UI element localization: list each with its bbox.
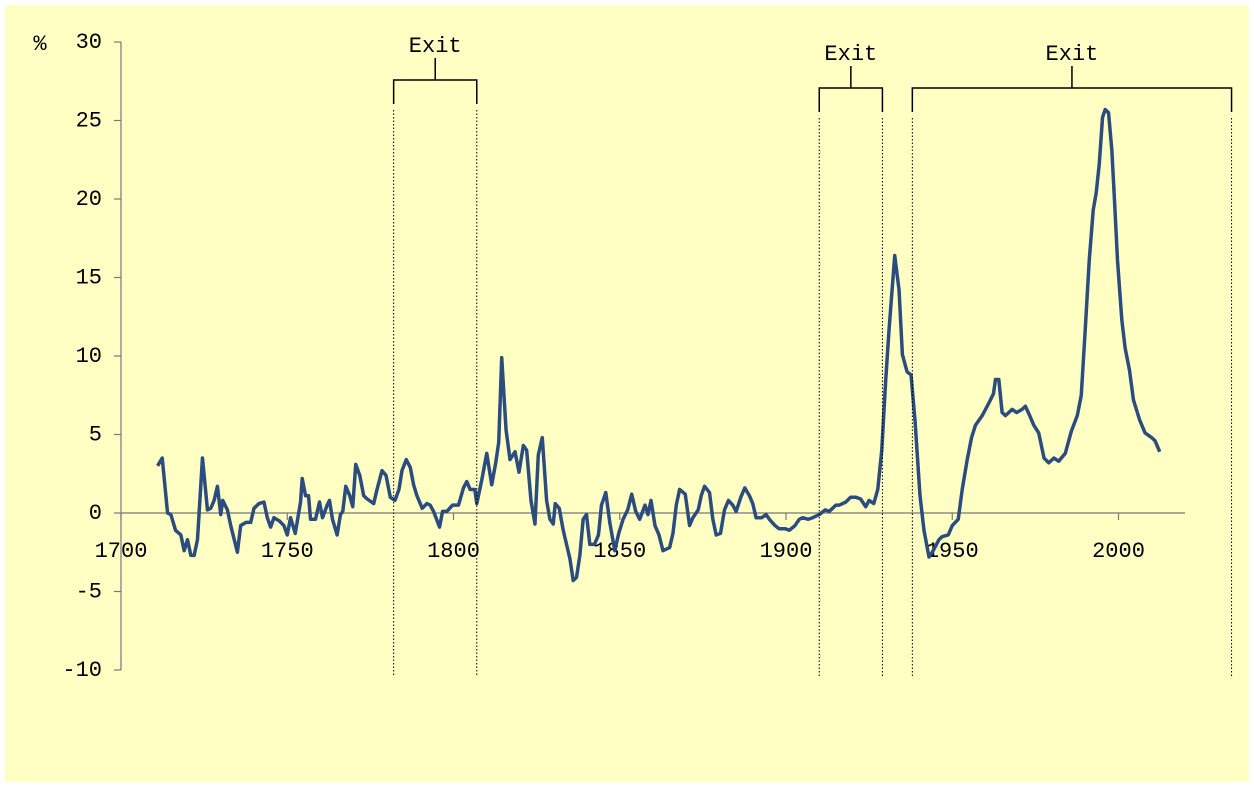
- x-tick-label: 1700: [95, 539, 148, 564]
- annotation-bracket: [911, 66, 1233, 112]
- x-tick-label: 1750: [261, 539, 314, 564]
- chart-background: [5, 5, 1249, 782]
- y-tick-label: 15: [76, 265, 102, 290]
- y-tick-label: 25: [76, 108, 102, 133]
- y-tick-label: 20: [76, 187, 102, 212]
- annotation-label: Exit: [824, 42, 877, 67]
- y-tick-label: -10: [62, 658, 102, 683]
- x-tick-label: 1850: [593, 539, 646, 564]
- annotation-bracket: [392, 58, 478, 104]
- data-line: [156, 107, 1162, 583]
- y-axis-label: %: [33, 32, 47, 57]
- y-tick-label: 10: [76, 344, 102, 369]
- annotation-label: Exit: [409, 34, 462, 59]
- y-tick-label: 30: [76, 30, 102, 55]
- y-tick-label: -5: [76, 579, 102, 604]
- y-tick-label: 0: [89, 501, 102, 526]
- annotation-label: Exit: [1046, 42, 1099, 67]
- annotation-bracket: [818, 66, 884, 112]
- x-tick-label: 1800: [427, 539, 480, 564]
- y-tick-label: 5: [89, 422, 102, 447]
- x-tick-label: 1900: [760, 539, 813, 564]
- x-tick-label: 2000: [1092, 539, 1145, 564]
